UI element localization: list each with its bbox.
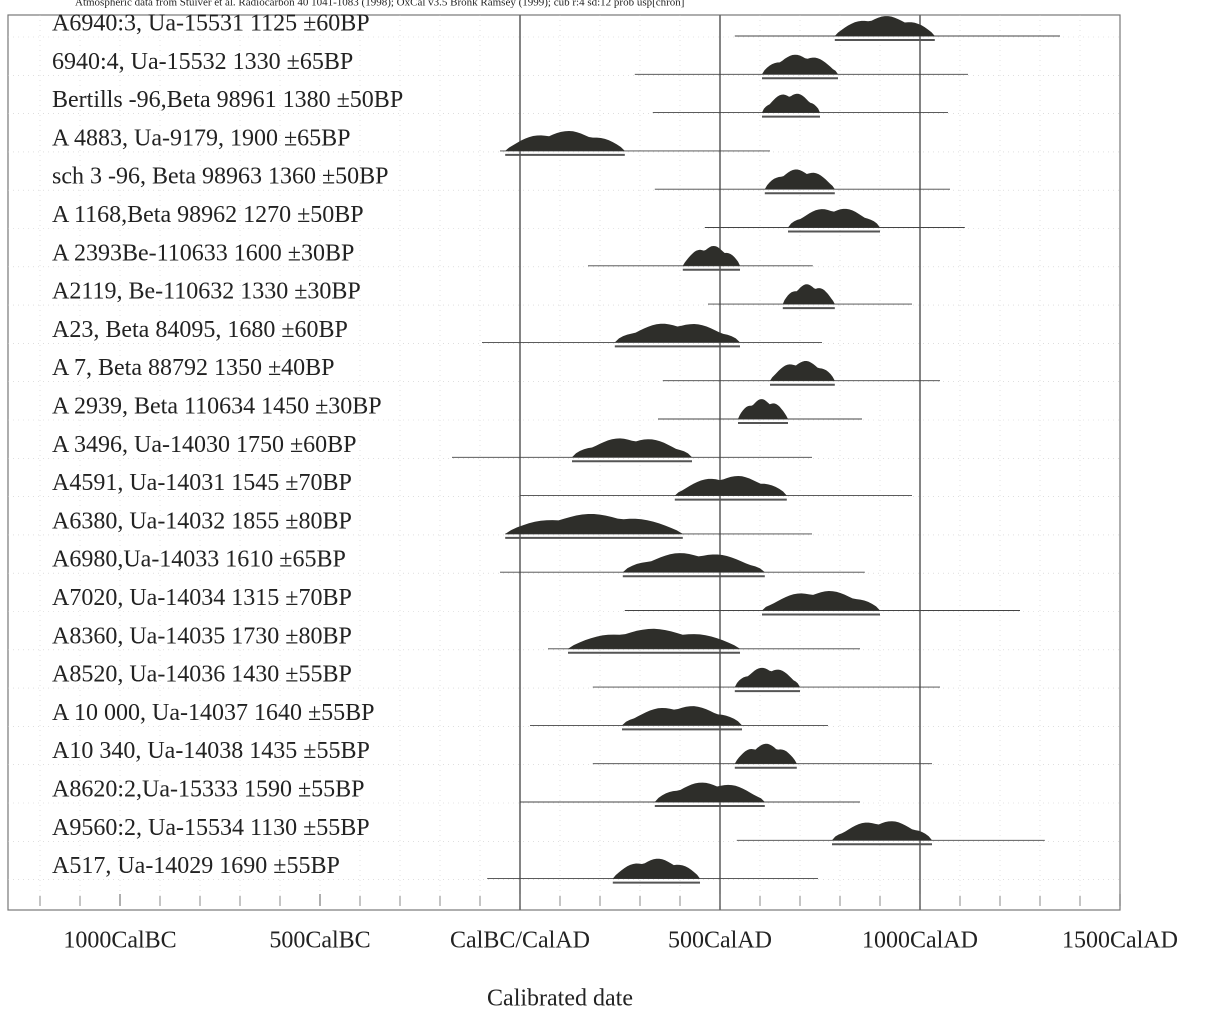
distribution	[782, 284, 835, 305]
distribution	[788, 208, 880, 228]
sample-label: A 1168,Beta 98962 1270 ±50BP	[52, 202, 364, 228]
distribution	[764, 169, 835, 190]
distribution	[572, 438, 692, 458]
distribution	[738, 399, 788, 419]
distribution	[832, 821, 932, 841]
distribution	[612, 858, 700, 879]
x-tick-label: 1000CalBC	[63, 928, 176, 954]
sample-label: A4591, Ua-14031 1545 ±70BP	[52, 470, 352, 496]
distribution	[762, 93, 820, 113]
note: Atmospheric data from Stuiver et al. Rad…	[75, 0, 684, 9]
distribution	[614, 323, 740, 343]
distribution	[770, 361, 835, 381]
sample-label: A9560:2, Ua-15534 1130 ±55BP	[52, 815, 370, 841]
x-axis-label: Calibrated date	[487, 986, 633, 1012]
x-tick-label: CalBC/CalAD	[450, 928, 590, 954]
sample-label: A23, Beta 84095, 1680 ±60BP	[52, 317, 348, 343]
x-tick-label: 1500CalAD	[1062, 928, 1178, 954]
sample-label: A8360, Ua-14035 1730 ±80BP	[52, 623, 352, 649]
x-tick-label: 500CalAD	[668, 928, 772, 954]
sample-label: A6980,Ua-14033 1610 ±65BP	[52, 547, 346, 573]
sample-label: A6380, Ua-14032 1855 ±80BP	[52, 508, 352, 534]
sample-label: A6940:3, Ua-15531 1125 ±60BP	[52, 11, 370, 37]
sample-label: sch 3 -96, Beta 98963 1360 ±50BP	[52, 164, 389, 190]
sample-label: A517, Ua-14029 1690 ±55BP	[52, 853, 340, 879]
sample-label: A 10 000, Ua-14037 1640 ±55BP	[52, 700, 375, 726]
distribution	[505, 514, 683, 534]
sample-label: Bertills -96,Beta 98961 1380 ±50BP	[52, 87, 403, 113]
distribution	[762, 54, 838, 75]
distribution	[762, 591, 880, 611]
distribution	[505, 131, 625, 151]
distribution	[654, 782, 765, 802]
sample-label: A 7, Beta 88792 1350 ±40BP	[52, 355, 335, 381]
distribution	[568, 628, 740, 649]
distribution	[622, 706, 742, 726]
distribution	[682, 246, 740, 266]
sample-label: A7020, Ua-14034 1315 ±70BP	[52, 585, 352, 611]
distribution	[674, 476, 787, 496]
distribution	[834, 16, 935, 36]
sample-label: A2119, Be-110632 1330 ±30BP	[52, 279, 361, 305]
sample-label: 6940:4, Ua-15532 1330 ±65BP	[52, 49, 353, 75]
sample-label: A 4883, Ua-9179, 1900 ±65BP	[52, 125, 351, 151]
sample-label: A10 340, Ua-14038 1435 ±55BP	[52, 738, 370, 764]
sample-label: A8520, Ua-14036 1430 ±55BP	[52, 662, 352, 688]
plot-frame	[7, 14, 1121, 911]
sample-label: A 3496, Ua-14030 1750 ±60BP	[52, 432, 357, 458]
distribution	[622, 553, 765, 573]
distribution	[734, 667, 800, 688]
x-tick-label: 1000CalAD	[862, 928, 978, 954]
sample-label: A8620:2,Ua-15333 1590 ±55BP	[52, 777, 365, 803]
sample-label: A 2939, Beta 110634 1450 ±30BP	[52, 394, 382, 420]
x-tick-label: 500CalBC	[269, 928, 370, 954]
distribution	[734, 743, 797, 764]
sample-label: A 2393Be-110633 1600 ±30BP	[52, 240, 354, 266]
